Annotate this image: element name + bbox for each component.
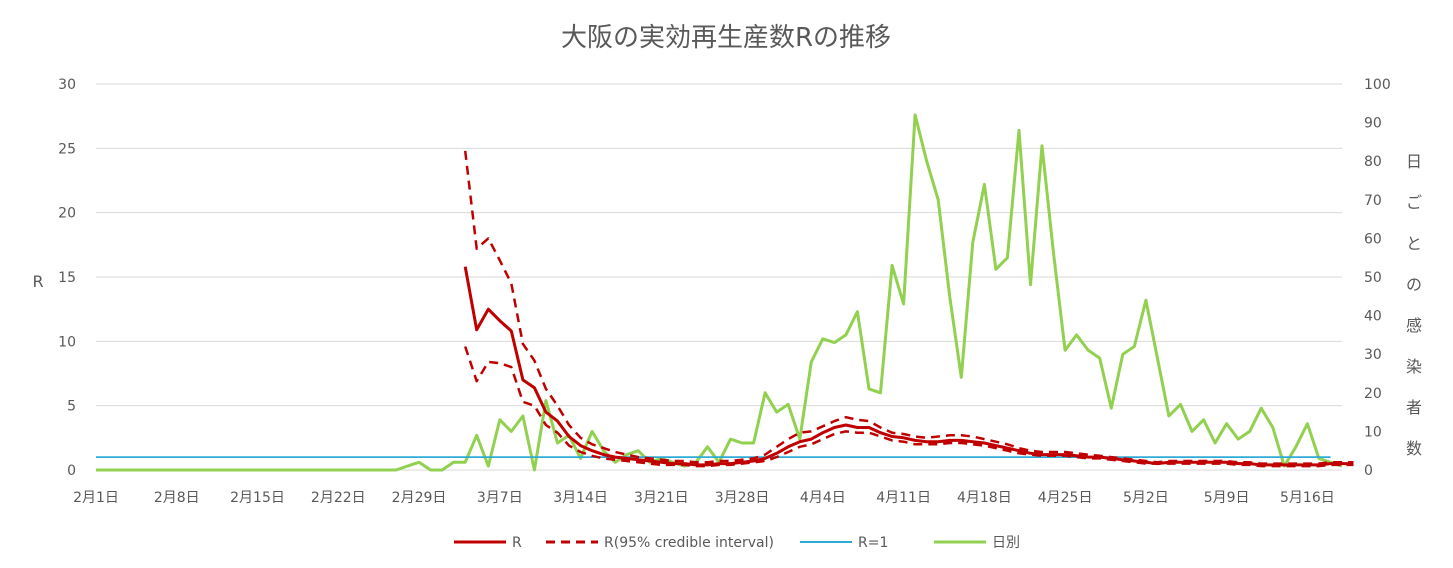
y2-axis-label-char: 数 bbox=[1406, 439, 1422, 458]
right-tick-label: 30 bbox=[1364, 347, 1382, 363]
chart-title: 大阪の実効再生産数Rの推移 bbox=[561, 23, 891, 53]
x-tick-label: 2月22日 bbox=[311, 490, 366, 506]
x-tick-label: 3月21日 bbox=[634, 490, 689, 506]
y2-axis-label-char: の bbox=[1406, 275, 1422, 294]
x-axis-ticks: 2月1日 2月8日 2月15日 2月22日 2月29日 3月7日 3月14日 3月21日 3月2… bbox=[73, 490, 1335, 506]
legend: R R(95% credible interval) R=1 日別 bbox=[454, 535, 1020, 551]
right-tick-label: 100 bbox=[1364, 77, 1391, 93]
x-tick-label: 5月9日 bbox=[1204, 490, 1250, 506]
y2-axis-label-char: 感 bbox=[1406, 316, 1422, 335]
series-line-2 bbox=[464, 346, 1354, 468]
left-tick-label: 15 bbox=[58, 270, 76, 286]
right-tick-label: 10 bbox=[1364, 424, 1382, 440]
right-tick-label: 70 bbox=[1364, 193, 1382, 209]
right-tick-label: 50 bbox=[1364, 270, 1382, 286]
y2-axis-label-char: と bbox=[1406, 234, 1422, 253]
x-tick-label: 4月4日 bbox=[800, 490, 846, 506]
y2-axis-label-char: 日 bbox=[1406, 152, 1422, 171]
left-tick-label: 5 bbox=[67, 399, 76, 415]
y2-axis-label-char: 者 bbox=[1406, 398, 1422, 417]
x-tick-label: 2月1日 bbox=[73, 490, 119, 506]
right-axis-ticks: 0 10 20 30 40 50 60 70 80 90 100 bbox=[1364, 77, 1391, 479]
x-tick-label: 4月18日 bbox=[957, 490, 1012, 506]
series-line-0 bbox=[463, 266, 1354, 467]
legend-label: R=1 bbox=[858, 535, 888, 551]
left-tick-label: 20 bbox=[58, 206, 76, 222]
legend-label: 日別 bbox=[992, 535, 1020, 551]
right-tick-label: 0 bbox=[1364, 463, 1373, 479]
left-tick-label: 25 bbox=[58, 141, 76, 157]
y2-axis-label-char: ご bbox=[1406, 193, 1422, 212]
left-tick-label: 0 bbox=[67, 463, 76, 479]
right-tick-label: 20 bbox=[1364, 386, 1382, 402]
x-tick-label: 3月14日 bbox=[553, 490, 608, 506]
x-tick-label: 2月8日 bbox=[154, 490, 200, 506]
x-tick-label: 5月2日 bbox=[1123, 490, 1169, 506]
left-tick-label: 30 bbox=[58, 77, 76, 93]
right-tick-label: 40 bbox=[1364, 309, 1382, 325]
x-tick-label: 4月25日 bbox=[1038, 490, 1093, 506]
series-line-4 bbox=[96, 113, 1343, 472]
x-tick-label: 5月16日 bbox=[1280, 490, 1335, 506]
left-tick-label: 10 bbox=[58, 334, 76, 350]
x-tick-label: 3月7日 bbox=[477, 490, 523, 506]
x-tick-label: 2月29日 bbox=[392, 490, 447, 506]
left-axis-ticks: 0 5 10 15 20 25 30 bbox=[58, 77, 76, 479]
x-tick-label: 2月15日 bbox=[230, 490, 285, 506]
gridlines bbox=[96, 83, 1342, 471]
y2-axis-label-char: 染 bbox=[1406, 357, 1422, 376]
x-tick-label: 4月11日 bbox=[876, 490, 931, 506]
series-layer bbox=[96, 113, 1354, 472]
right-tick-label: 90 bbox=[1364, 116, 1382, 132]
x-tick-label: 3月28日 bbox=[715, 490, 770, 506]
legend-label: R bbox=[512, 535, 522, 551]
right-tick-label: 60 bbox=[1364, 231, 1382, 247]
y-axis-label: R bbox=[32, 272, 43, 291]
right-tick-label: 80 bbox=[1364, 154, 1382, 170]
legend-label: R(95% credible interval) bbox=[604, 535, 774, 551]
